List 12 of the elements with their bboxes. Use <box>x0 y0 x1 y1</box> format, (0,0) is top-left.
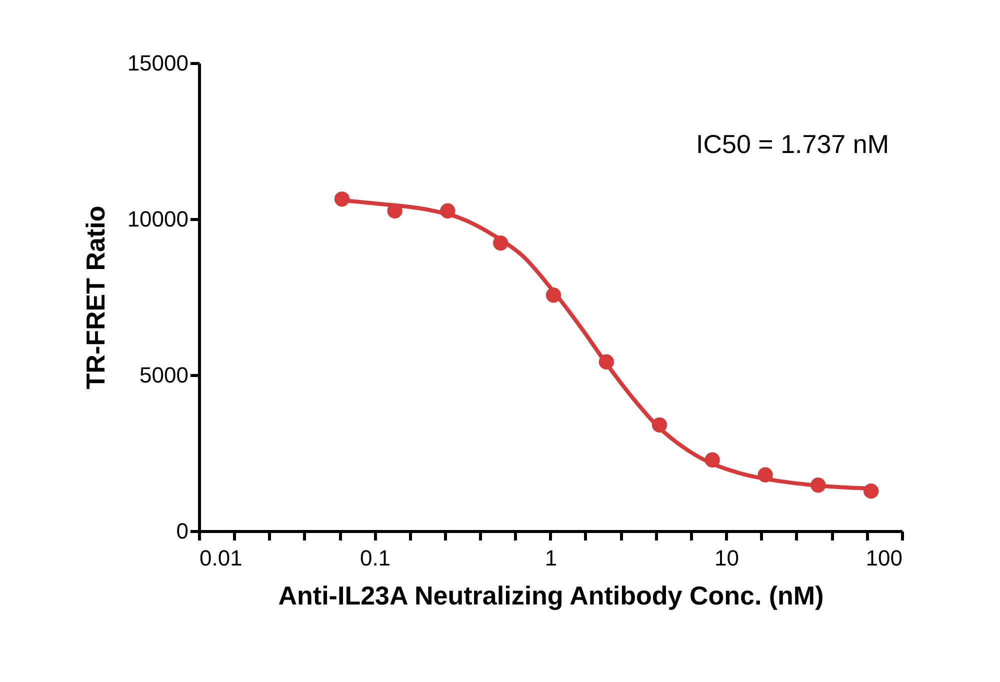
y-axis-title: TR-FRET Ratio <box>80 206 110 390</box>
annotation: IC50 = 1.737 nM <box>696 129 889 159</box>
text: 0.1 <box>360 546 391 570</box>
y-tick-label: 10000 <box>127 206 188 232</box>
y-tick-label: 15000 <box>127 50 188 76</box>
x-tick-label: 100 <box>866 546 902 570</box>
x-tick-label: 10 <box>714 546 739 570</box>
text: 0.01 <box>200 546 242 570</box>
y-tick-label: 5000 <box>140 362 188 388</box>
x-axis-title: Anti-IL23A Neutralizing Antibody Conc. (nM) <box>278 580 824 610</box>
x-tick-label: 1 <box>544 546 558 570</box>
y-tick-label: 0 <box>176 518 188 544</box>
